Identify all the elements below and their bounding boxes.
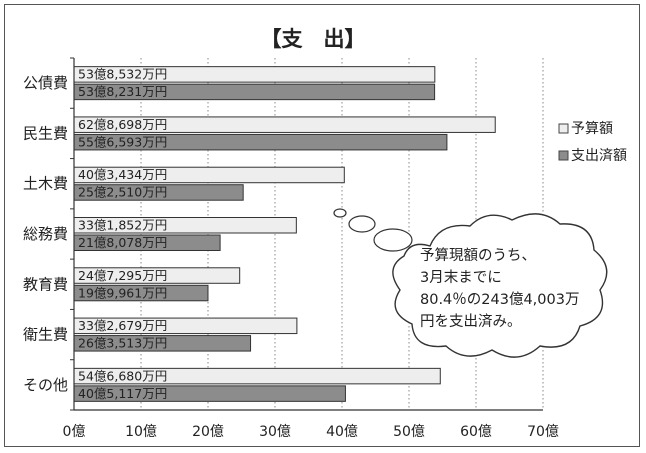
category-label: 民生費 — [23, 124, 68, 142]
x-tick-label: 20億 — [192, 424, 224, 440]
x-tick-label: 10億 — [125, 424, 157, 440]
data-label-spent: 25億2,510万円 — [78, 185, 167, 200]
legend-label-budget: 予算額 — [571, 121, 613, 137]
data-label-spent: 26億3,513万円 — [78, 336, 167, 351]
data-label-budget: 53億8,532万円 — [78, 67, 167, 82]
thought-dot-small — [333, 208, 347, 218]
category-label: 総務費 — [23, 225, 68, 243]
data-label-budget: 33億1,852万円 — [78, 218, 167, 233]
axes — [70, 57, 543, 411]
category-label: 衛生費 — [23, 326, 68, 344]
callout-line-1: 予算現額のうち、 — [420, 247, 536, 264]
thought-dot-large — [373, 228, 413, 252]
category-label: 教育費 — [23, 275, 68, 293]
data-label-budget: 24億7,295万円 — [78, 268, 167, 283]
data-label-budget: 62億8,698万円 — [78, 117, 167, 132]
x-tick-label: 60億 — [460, 424, 492, 440]
speech-bubble-callout: 予算現額のうち、 3月末までに 80.4％の243億4,003万 円を支出済み。 — [333, 208, 608, 358]
data-label-spent: 19億9,961万円 — [78, 285, 167, 300]
category-label: 土木費 — [23, 175, 68, 193]
callout-cloud — [392, 213, 608, 358]
thought-dot-medium — [348, 215, 376, 233]
data-label-budget: 40億3,434万円 — [78, 167, 167, 182]
callout-line-2: 3月末までに — [420, 269, 502, 286]
data-label-budget: 33億2,679万円 — [78, 318, 167, 333]
callout-line-4: 円を支出済み。 — [420, 313, 522, 330]
x-tick-label: 50億 — [393, 424, 425, 440]
callout-line-3: 80.4％の243億4,003万 — [420, 291, 579, 308]
data-label-spent: 53億8,231万円 — [78, 84, 167, 99]
data-label-spent: 40億5,117万円 — [78, 386, 167, 401]
category-label: その他 — [23, 376, 68, 394]
chart-title: 【支 出】 — [261, 27, 366, 51]
legend-swatch-budget — [558, 123, 569, 134]
x-tick-label: 40億 — [326, 424, 358, 440]
legend-swatch-spent — [558, 150, 569, 161]
data-label-budget: 54億6,680万円 — [78, 368, 167, 383]
legend-label-spent: 支出済額 — [571, 148, 627, 164]
x-tick-labels: 0億 10億 20億 30億 40億 50億 60億 70億 — [63, 424, 559, 440]
bars: 53億8,532万円 53億8,231万円 62億8,698万円 55億6,593万円… — [73, 66, 496, 402]
data-label-spent: 21億8,078万円 — [78, 235, 167, 250]
x-tick-label: 0億 — [63, 424, 86, 440]
data-label-spent: 55億6,593万円 — [78, 134, 167, 149]
legend: 予算額 支出済額 — [558, 121, 627, 164]
x-tick-label: 70億 — [527, 424, 559, 440]
x-tick-label: 30億 — [259, 424, 291, 440]
category-label: 公債費 — [23, 74, 68, 92]
